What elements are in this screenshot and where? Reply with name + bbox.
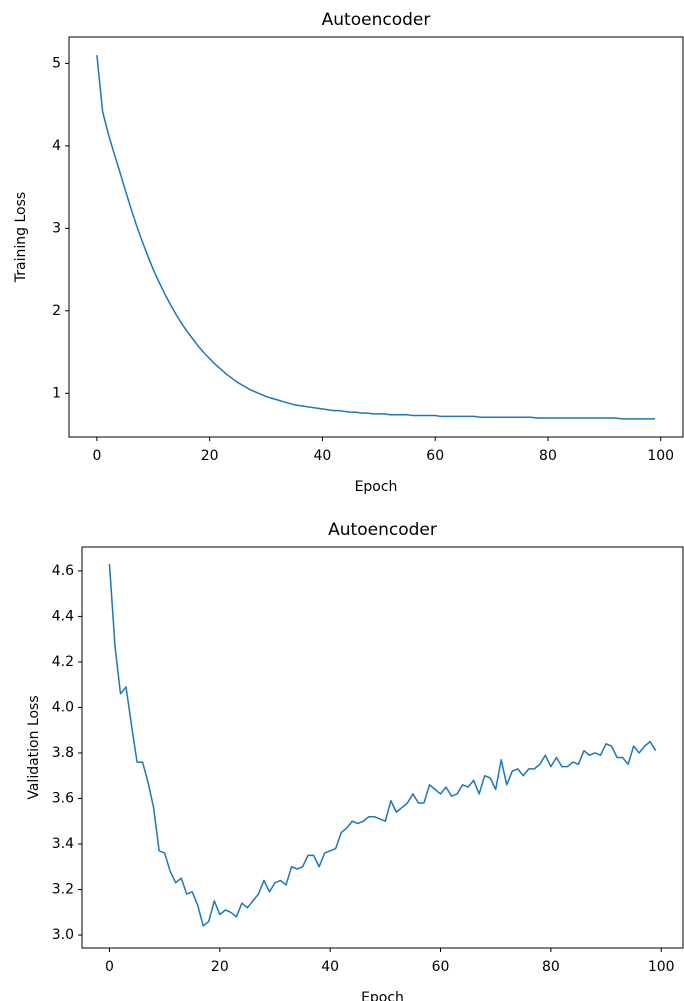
data-line [96,55,656,420]
x-tick-label: 20 [201,448,219,464]
x-tick-label: 80 [542,959,560,975]
y-tick-label: 3.6 [52,790,74,806]
chart-title: Autoencoder [322,10,431,30]
y-tick-label: 4.4 [52,608,74,624]
y-tick-label: 3.4 [52,836,74,852]
y-tick-label: 3.8 [52,745,74,761]
y-tick-label: 3 [52,220,61,236]
x-tick-label: 60 [432,959,450,975]
x-axis-label: Epoch [361,990,404,1001]
y-tick-label: 3.2 [52,882,74,898]
x-tick-label: 0 [92,448,101,464]
y-tick-label: 2 [52,303,61,319]
x-tick-label: 60 [426,448,444,464]
x-tick-label: 100 [647,448,674,464]
plot-frame [68,36,684,438]
x-tick-label: 40 [314,448,332,464]
y-tick-label: 4.6 [52,563,74,579]
data-line [108,564,657,927]
x-tick-label: 20 [211,959,229,975]
y-tick-label: 3.0 [52,927,74,943]
y-tick-label: 4.0 [52,699,74,715]
y-tick-label: 4.2 [52,654,74,670]
y-tick-label: 4 [52,138,61,154]
x-axis-label: Epoch [355,479,398,495]
chart-title: Autoencoder [328,520,437,540]
x-tick-label: 0 [105,959,114,975]
y-axis-label: Training Loss [13,192,29,283]
y-axis-label: Validation Loss [26,695,42,799]
y-tick-label: 5 [52,55,61,71]
x-tick-label: 40 [321,959,339,975]
x-tick-label: 100 [648,959,675,975]
plot-frame [81,546,684,949]
x-tick-label: 80 [539,448,557,464]
y-tick-label: 1 [52,385,61,401]
